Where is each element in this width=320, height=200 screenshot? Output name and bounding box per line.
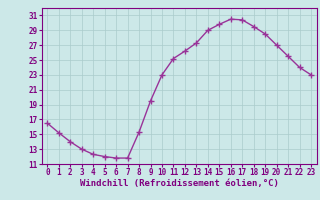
X-axis label: Windchill (Refroidissement éolien,°C): Windchill (Refroidissement éolien,°C) (80, 179, 279, 188)
